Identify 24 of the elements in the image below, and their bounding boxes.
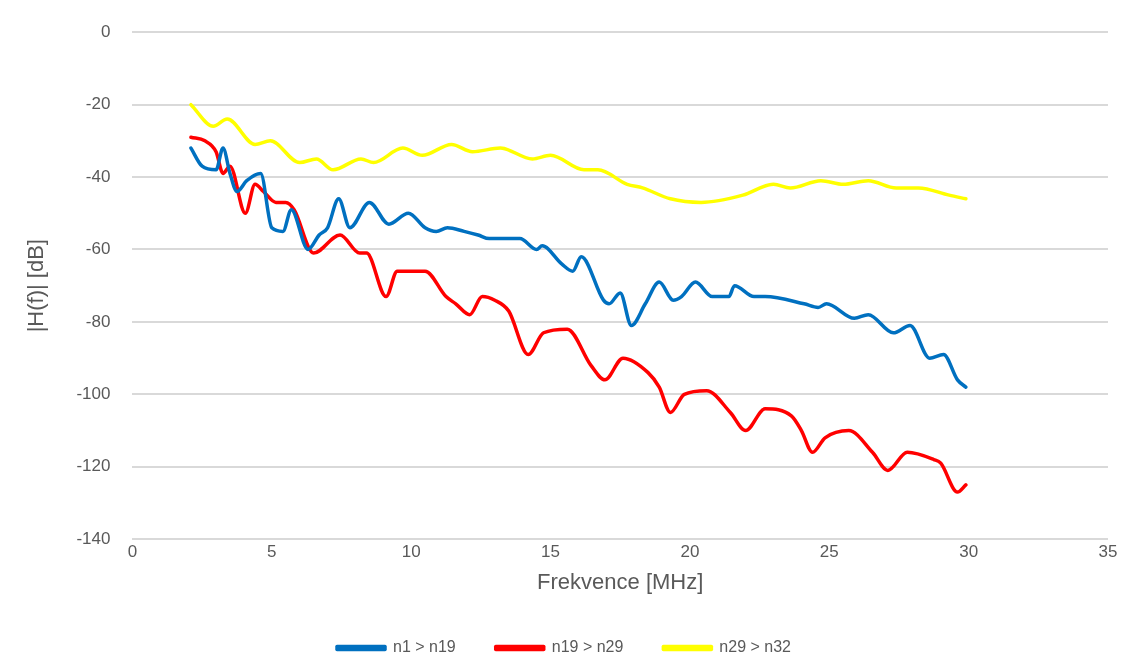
y-tick-label: -80 bbox=[85, 311, 111, 331]
y-tick-label: -40 bbox=[85, 166, 111, 186]
y-tick-label: 0 bbox=[100, 21, 111, 41]
y-tick-label: -60 bbox=[85, 239, 111, 259]
y-tick-label: -20 bbox=[85, 94, 111, 114]
y-tick-label: -140 bbox=[76, 528, 111, 548]
y-tick-label: -100 bbox=[76, 384, 111, 404]
line-series bbox=[189, 135, 968, 494]
line-series bbox=[189, 102, 968, 205]
x-tick-label: 20 bbox=[680, 542, 700, 562]
x-tick-label: 5 bbox=[267, 542, 277, 562]
x-tick-label: 30 bbox=[959, 542, 979, 562]
line-series bbox=[189, 146, 968, 389]
y-tick-label: -120 bbox=[76, 456, 111, 476]
x-tick-label: 15 bbox=[541, 542, 560, 562]
legend-label: n29 > n32 bbox=[719, 638, 792, 656]
x-tick-label: 10 bbox=[401, 542, 421, 562]
legend-label: n19 > n29 bbox=[551, 638, 624, 656]
x-tick-label: 25 bbox=[819, 542, 839, 562]
x-axis-title: Frekvence [MHz] bbox=[537, 568, 704, 594]
x-tick-label: 0 bbox=[127, 542, 138, 562]
x-tick-label: 35 bbox=[1098, 542, 1118, 562]
legend-label: n1 > n19 bbox=[393, 638, 456, 656]
y-axis-title: |H(f)| [dB] bbox=[23, 239, 49, 333]
